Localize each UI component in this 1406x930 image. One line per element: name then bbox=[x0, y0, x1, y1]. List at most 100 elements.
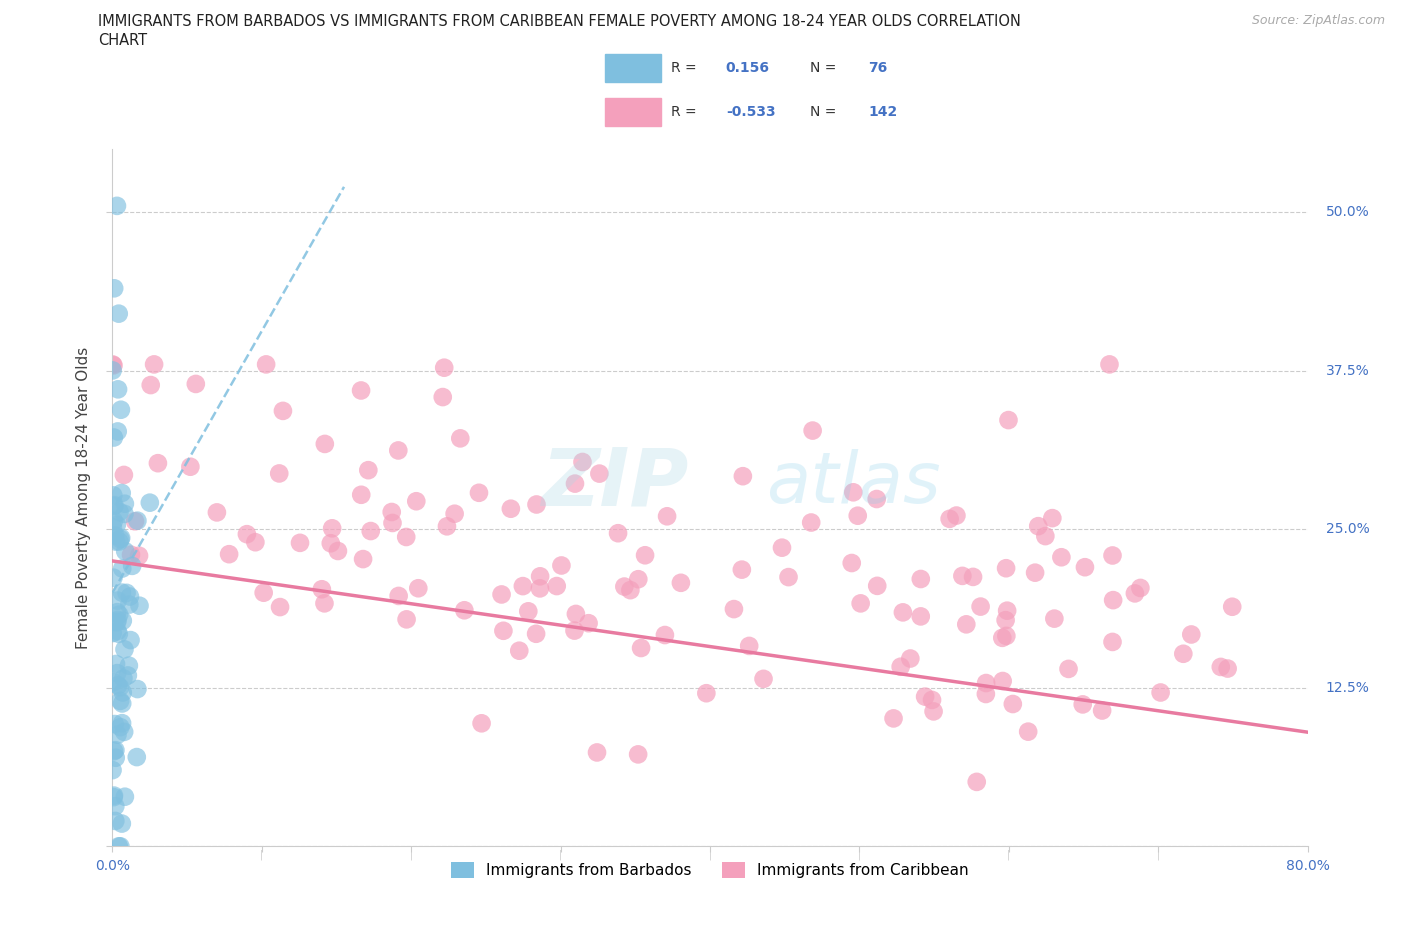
Point bbox=[118, 597, 141, 612]
Point bbox=[974, 686, 997, 701]
Point bbox=[1050, 550, 1073, 565]
Point bbox=[107, 593, 129, 608]
Point bbox=[387, 443, 409, 458]
Point bbox=[111, 613, 134, 628]
Point bbox=[143, 357, 166, 372]
Point bbox=[995, 604, 1018, 618]
Point bbox=[1091, 703, 1114, 718]
Point bbox=[1033, 528, 1056, 543]
Point bbox=[499, 501, 522, 516]
Point bbox=[627, 747, 650, 762]
Point bbox=[108, 680, 131, 695]
Point bbox=[103, 675, 125, 690]
Point bbox=[104, 799, 127, 814]
Point bbox=[914, 689, 936, 704]
Point bbox=[104, 751, 127, 765]
Point bbox=[891, 604, 914, 619]
Bar bbox=[605, 54, 661, 82]
Point bbox=[849, 596, 872, 611]
Point bbox=[111, 585, 134, 600]
Point bbox=[114, 507, 136, 522]
Text: ZIP: ZIP bbox=[541, 445, 688, 523]
Text: 37.5%: 37.5% bbox=[1326, 364, 1369, 378]
Point bbox=[110, 532, 132, 547]
Point bbox=[288, 536, 311, 551]
Point bbox=[381, 505, 404, 520]
Point bbox=[103, 615, 125, 630]
Point bbox=[395, 529, 418, 544]
Point bbox=[319, 536, 342, 551]
Text: 80.0%: 80.0% bbox=[1285, 859, 1330, 873]
Point bbox=[966, 775, 988, 790]
Point bbox=[449, 431, 471, 445]
Point bbox=[108, 504, 131, 519]
Point bbox=[432, 390, 454, 405]
Point bbox=[101, 357, 124, 372]
Point bbox=[669, 576, 692, 591]
Point bbox=[245, 535, 267, 550]
Point bbox=[114, 544, 136, 559]
Point bbox=[121, 558, 143, 573]
Point bbox=[1102, 592, 1125, 607]
Point bbox=[1026, 519, 1049, 534]
Point bbox=[962, 569, 984, 584]
Point bbox=[578, 616, 600, 631]
Point bbox=[801, 423, 824, 438]
Point bbox=[586, 745, 609, 760]
Text: 142: 142 bbox=[869, 105, 897, 119]
Point bbox=[184, 377, 207, 392]
Text: |: | bbox=[709, 850, 711, 860]
Point bbox=[127, 682, 149, 697]
Point bbox=[111, 561, 134, 576]
Point bbox=[269, 466, 291, 481]
Point bbox=[1040, 511, 1063, 525]
Point bbox=[723, 602, 745, 617]
Point bbox=[938, 512, 960, 526]
Point bbox=[104, 717, 127, 732]
Point bbox=[104, 814, 127, 829]
Point bbox=[314, 596, 336, 611]
Text: CHART: CHART bbox=[98, 33, 148, 47]
Point bbox=[1101, 548, 1123, 563]
Point bbox=[655, 509, 678, 524]
Point bbox=[866, 492, 889, 507]
Point bbox=[114, 642, 136, 657]
Point bbox=[770, 540, 793, 555]
Point bbox=[105, 657, 128, 671]
Text: 50.0%: 50.0% bbox=[1326, 206, 1369, 219]
Point bbox=[491, 587, 513, 602]
Point bbox=[921, 693, 943, 708]
Point bbox=[118, 589, 141, 604]
Point bbox=[800, 515, 823, 530]
Point bbox=[311, 582, 333, 597]
Bar bbox=[605, 98, 661, 126]
Point bbox=[110, 839, 132, 854]
Point bbox=[1074, 560, 1097, 575]
Point bbox=[107, 424, 129, 439]
Point bbox=[529, 581, 551, 596]
Point bbox=[991, 673, 1014, 688]
Point bbox=[107, 382, 129, 397]
Point bbox=[118, 658, 141, 673]
Point bbox=[524, 626, 547, 641]
Point bbox=[103, 498, 125, 513]
Text: 0.156: 0.156 bbox=[725, 60, 769, 74]
Point bbox=[627, 572, 650, 587]
Point bbox=[115, 585, 138, 600]
Point bbox=[994, 613, 1017, 628]
Point bbox=[105, 604, 128, 619]
Point bbox=[105, 517, 128, 532]
Point bbox=[395, 612, 418, 627]
Point bbox=[350, 383, 373, 398]
Point bbox=[564, 623, 586, 638]
Point bbox=[564, 476, 586, 491]
Point bbox=[128, 598, 150, 613]
Point bbox=[1017, 724, 1039, 739]
Point bbox=[108, 534, 131, 549]
Point bbox=[105, 615, 128, 630]
Point bbox=[613, 579, 636, 594]
Point bbox=[350, 487, 373, 502]
Point bbox=[112, 724, 135, 739]
Point bbox=[778, 570, 800, 585]
Point bbox=[922, 704, 945, 719]
